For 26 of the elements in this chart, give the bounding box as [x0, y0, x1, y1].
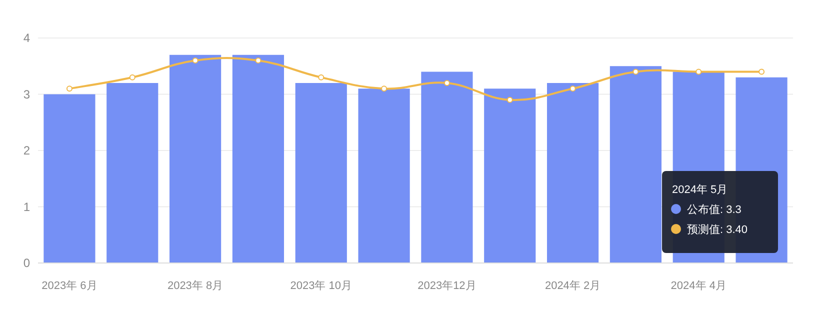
y-tick-label: 0 [23, 256, 30, 270]
x-tick-label: 2024年 2月 [544, 280, 601, 292]
point [318, 74, 324, 80]
x-tick-label: 2023年 6月 [42, 280, 98, 292]
point [444, 80, 450, 86]
annotation: 预测值: 3.40 [687, 224, 748, 236]
point [758, 68, 765, 75]
point [696, 68, 702, 75]
y-tick-label: 3 [23, 87, 30, 102]
x-tick-label: 2023年 10月 [290, 280, 352, 292]
x-tick-label: 2023年12月 [418, 280, 476, 292]
point [129, 74, 136, 80]
point [381, 86, 388, 92]
annotation: 2024年 5月 [672, 184, 728, 196]
y-tick-label: 2 [23, 144, 30, 158]
point [506, 96, 513, 103]
y-tick-label: 4 [23, 31, 30, 45]
point [632, 68, 639, 75]
point [192, 58, 198, 64]
x-tick-label: 2023年 8月 [167, 280, 224, 292]
point [66, 86, 72, 92]
point [255, 58, 262, 64]
x-tick-label: 2024年 4月 [670, 280, 726, 292]
annotation: 公布值: 3.3 [687, 204, 742, 216]
point [570, 86, 576, 92]
y-tick-label: 1 [23, 200, 30, 214]
